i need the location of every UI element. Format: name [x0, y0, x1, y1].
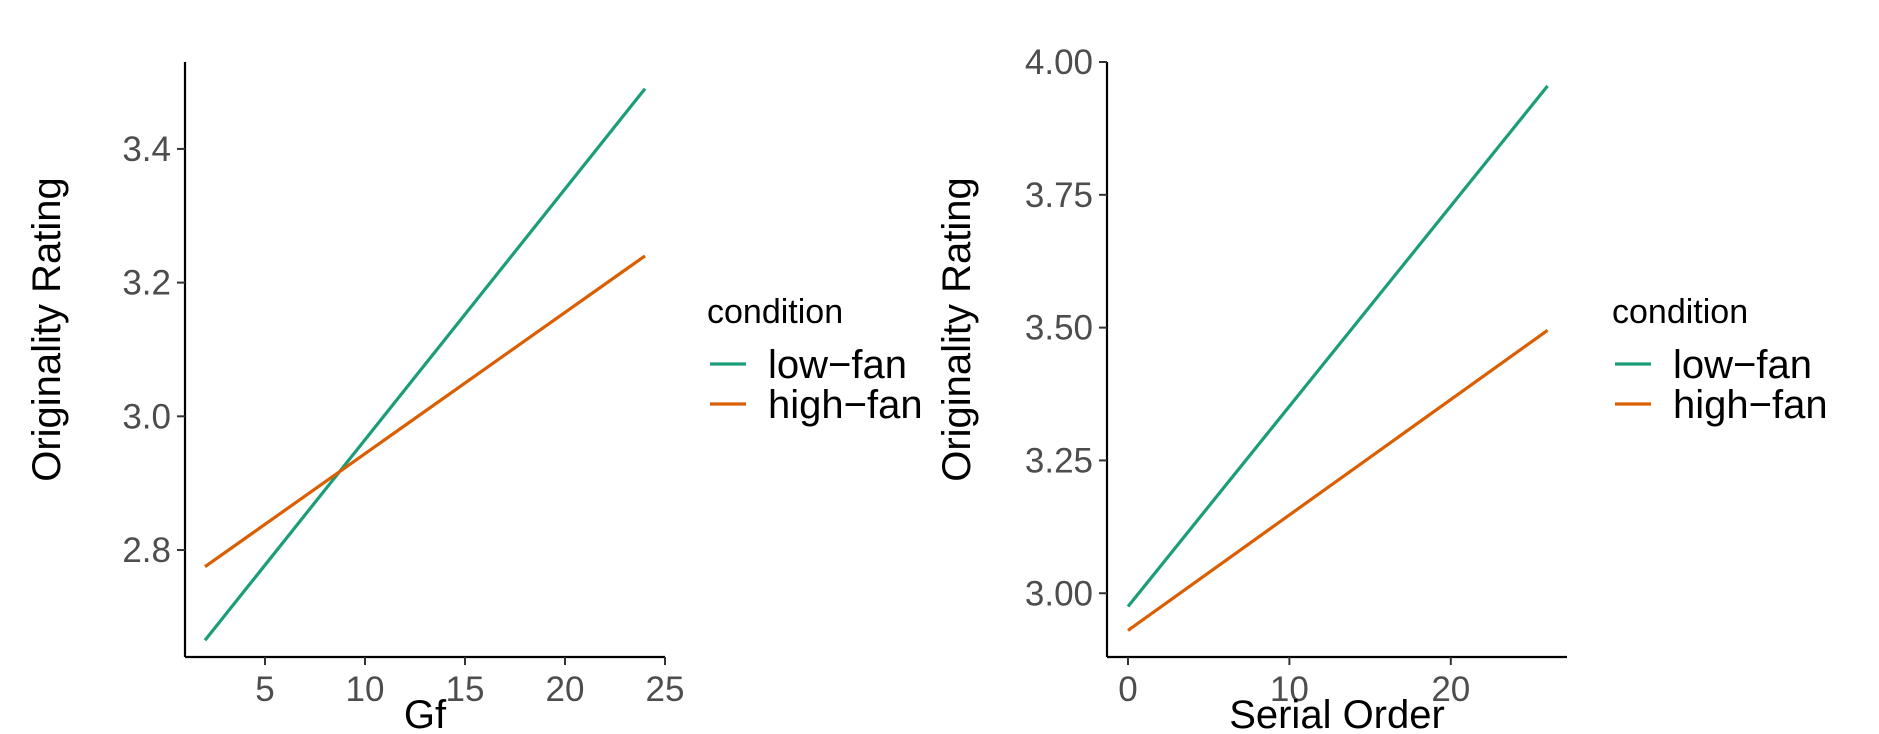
- x-tick-label: 10: [1270, 670, 1309, 709]
- series-line-gf-1: [204, 254, 646, 569]
- x-axis-title: Serial Order: [1229, 693, 1445, 734]
- series-line-serial-1: [1127, 328, 1549, 632]
- x-axis-title: Gf: [404, 693, 447, 734]
- y-axis-title: Originality Rating: [25, 177, 69, 482]
- x-tick-label: 0: [1118, 670, 1137, 709]
- y-tick-label: 4.00: [1025, 43, 1093, 82]
- y-tick-label: 2.8: [122, 531, 171, 570]
- y-tick-label: 3.0: [122, 397, 171, 436]
- legend-title: condition: [1612, 293, 1748, 331]
- legend-label-0: low−fan: [768, 343, 907, 387]
- y-tick-label: 3.00: [1025, 574, 1093, 613]
- y-tick-label: 3.4: [122, 130, 171, 169]
- legend-label-1: high−fan: [768, 383, 923, 427]
- legend-label-1: high−fan: [1673, 383, 1828, 427]
- x-tick-label: 20: [546, 670, 585, 709]
- y-tick-label: 3.25: [1025, 441, 1093, 480]
- legend-label-0: low−fan: [1673, 343, 1812, 387]
- x-tick-label: 5: [255, 670, 274, 709]
- legend-title: condition: [707, 293, 843, 331]
- series-line-gf-0: [203, 87, 647, 642]
- x-tick-label: 15: [446, 670, 485, 709]
- y-tick-label: 3.50: [1025, 309, 1093, 348]
- y-tick-label: 3.2: [122, 264, 171, 303]
- chart-panel-gf: 2.8 3.0 3.2 3.4 5 10 15 20 25 Gf Originality Ratin…: [25, 62, 923, 734]
- y-axis-title: Originality Rating: [935, 177, 979, 482]
- x-tick-label: 10: [346, 670, 385, 709]
- x-tick-label: 20: [1431, 670, 1470, 709]
- y-tick-label: 3.75: [1025, 176, 1093, 215]
- series-line-serial-0: [1126, 84, 1549, 608]
- x-tick-label: 25: [646, 670, 685, 709]
